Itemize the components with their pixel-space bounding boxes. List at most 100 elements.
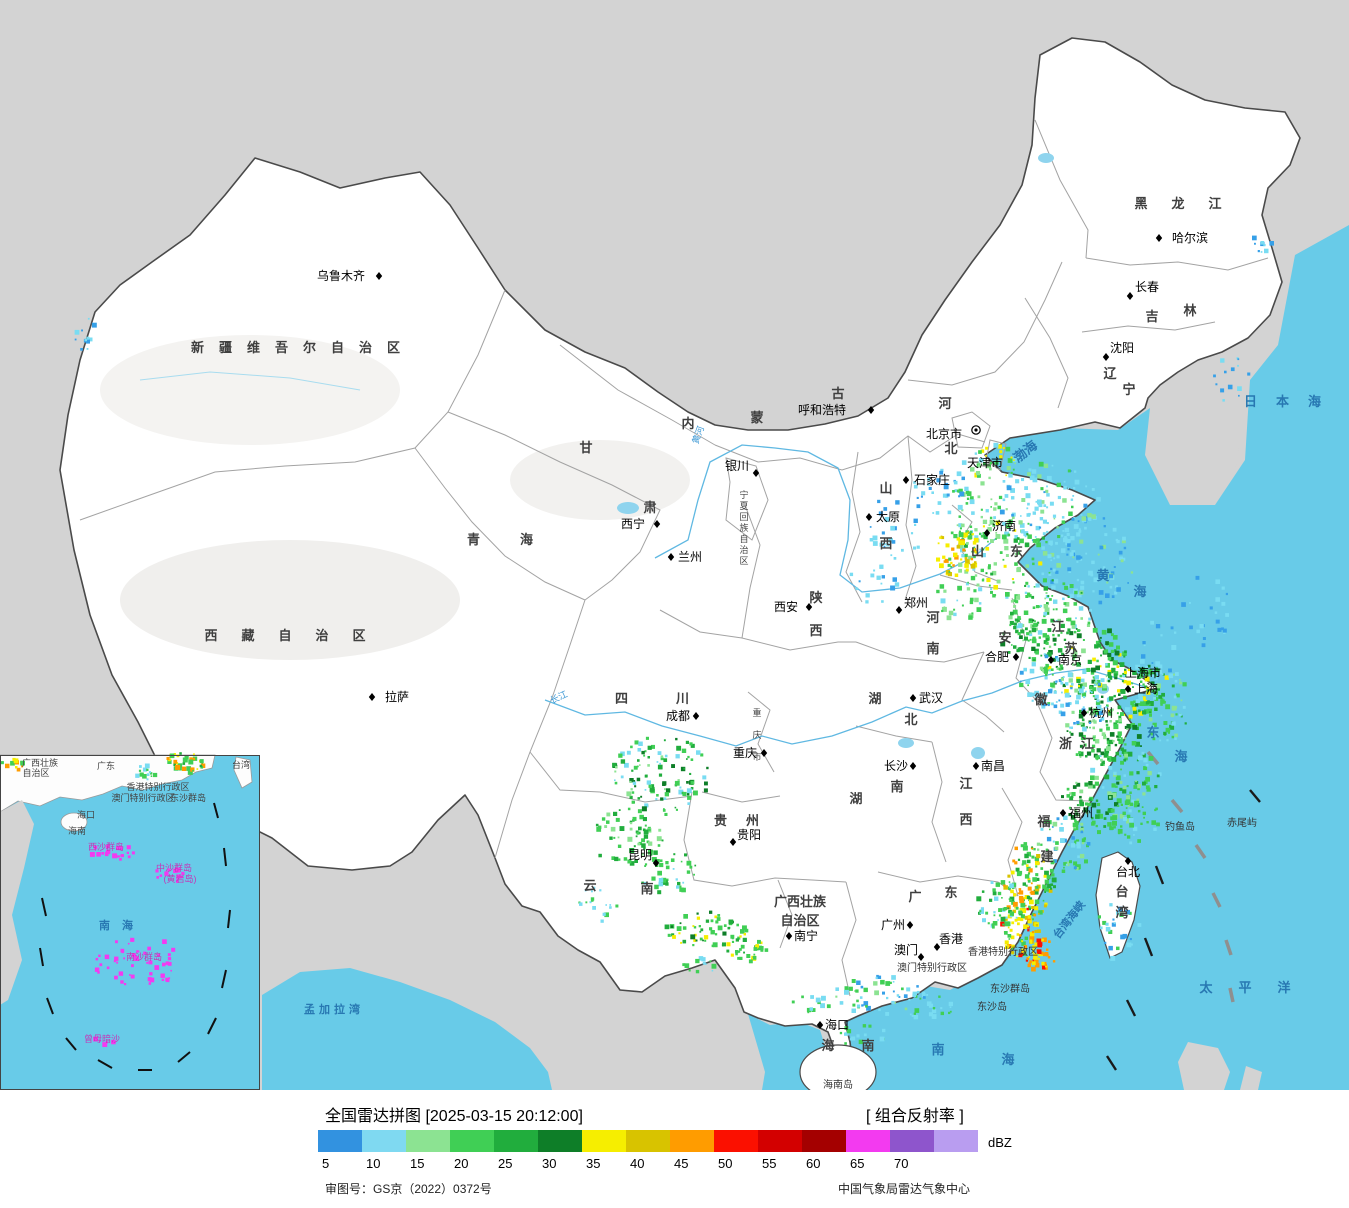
city-marker bbox=[906, 921, 914, 929]
map-label: 西沙群岛 bbox=[88, 841, 124, 852]
map-label: 南昌 bbox=[981, 758, 1005, 773]
inset-hainan bbox=[60, 812, 88, 832]
china-land-layer bbox=[59, 37, 1301, 1090]
map-label: 山东 bbox=[971, 544, 1049, 559]
colorbar bbox=[318, 1130, 978, 1152]
map-label: 广西壮族 bbox=[22, 757, 58, 768]
map-label: 东沙群岛 bbox=[990, 982, 1030, 995]
map-label: 孟加拉湾 bbox=[304, 1002, 364, 1016]
map-label: 成都 bbox=[666, 709, 690, 723]
neighbor-layer bbox=[1146, 390, 1262, 1090]
map-label: (黄岩岛) bbox=[164, 873, 197, 884]
map-label: 自治区 bbox=[780, 913, 819, 928]
map-label: 江西 bbox=[959, 776, 972, 827]
map-label: 海口 bbox=[77, 809, 95, 820]
map-label: 肃 bbox=[643, 500, 656, 515]
city-marker bbox=[1012, 653, 1020, 661]
map-label: 台北 bbox=[1116, 864, 1140, 879]
map-label: 山西 bbox=[879, 481, 892, 551]
colorbar-segment bbox=[846, 1130, 890, 1152]
map-label: 东沙群岛 bbox=[170, 792, 206, 803]
colorbar-tick: 45 bbox=[674, 1156, 689, 1171]
inset-indochina bbox=[0, 800, 34, 1005]
yellow-river bbox=[654, 444, 1001, 593]
city-marker bbox=[816, 1021, 824, 1029]
map-label: 拉萨 bbox=[385, 689, 409, 704]
poyang-lake bbox=[971, 747, 985, 759]
map-label: 天津市 bbox=[967, 455, 1003, 470]
map-label: 安 bbox=[998, 630, 1011, 645]
map-label: 徽 bbox=[1033, 692, 1048, 707]
colorbar-tick: 5 bbox=[322, 1156, 330, 1171]
map-label: 内 bbox=[681, 416, 694, 431]
map-label: 广 bbox=[908, 889, 921, 904]
city-marker bbox=[1059, 809, 1067, 817]
map-label: 苏 bbox=[1064, 641, 1077, 656]
map-label: 台 bbox=[1115, 884, 1128, 899]
city-marker bbox=[1124, 685, 1132, 693]
colorbar-tick: 25 bbox=[498, 1156, 513, 1171]
map-label: 北 bbox=[944, 441, 957, 456]
colorbar-segment bbox=[406, 1130, 450, 1152]
radar-echo-layer bbox=[74, 235, 1274, 1045]
map-label: 赤尾屿 bbox=[1227, 817, 1257, 829]
map-label: 黑龙江 bbox=[1134, 196, 1245, 211]
colorbar-tick: 10 bbox=[366, 1156, 381, 1171]
east-south-sea bbox=[748, 225, 1349, 1090]
map-label: 日本海 bbox=[1244, 394, 1340, 409]
colorbar-tick: 35 bbox=[586, 1156, 601, 1171]
map-label: 河 bbox=[938, 396, 951, 411]
map-label: 南海 bbox=[99, 918, 145, 932]
map-label: 澳门特别行政区 bbox=[111, 792, 174, 803]
colorbar-segment bbox=[758, 1130, 802, 1152]
colorbar-tick: 15 bbox=[410, 1156, 425, 1171]
map-label: 辽 bbox=[1103, 366, 1117, 381]
map-label: 吉 bbox=[1145, 309, 1158, 324]
province-borders bbox=[79, 119, 1269, 997]
city-marker bbox=[1080, 709, 1088, 717]
map-label: 江 bbox=[1051, 619, 1064, 634]
city-marker bbox=[867, 406, 875, 414]
colorbar-tick: 55 bbox=[762, 1156, 777, 1171]
map-label: 南 bbox=[861, 1038, 874, 1053]
map-label: 上海 bbox=[1134, 681, 1158, 696]
map-label: 呼和浩特 bbox=[798, 402, 846, 417]
map-label: 郑州 bbox=[904, 595, 928, 610]
colorbar-segment bbox=[362, 1130, 406, 1152]
city-marker bbox=[692, 712, 700, 720]
map-label: 武汉 bbox=[919, 691, 943, 705]
legend-title: 全国雷达拼图 [2025-03-15 20:12:00] bbox=[325, 1108, 583, 1125]
map-label: 湖 bbox=[849, 791, 862, 806]
map-label: 香港特别行政区 bbox=[968, 945, 1038, 958]
city-marker bbox=[1102, 353, 1110, 361]
city-marker bbox=[652, 859, 660, 867]
map-label: 宁 bbox=[1122, 382, 1135, 397]
colorbar-segment bbox=[714, 1130, 758, 1152]
philippines bbox=[1178, 1042, 1230, 1090]
dash-boundary-segments bbox=[1105, 789, 1261, 1071]
map-label: 太平洋 bbox=[1198, 980, 1316, 995]
map-label: 自治区 bbox=[22, 767, 49, 778]
tarim-relief bbox=[100, 335, 400, 445]
map-label: 建 bbox=[1040, 849, 1053, 864]
map-label: 云 bbox=[583, 878, 596, 893]
map-label: 南沙群岛 bbox=[126, 951, 162, 962]
map-label: 蒙 bbox=[750, 410, 763, 425]
city-marker bbox=[1047, 656, 1055, 664]
map-label: 海 bbox=[821, 1038, 834, 1053]
colorbar-tick: 50 bbox=[718, 1156, 733, 1171]
map-label: 浙江 bbox=[1059, 736, 1103, 751]
map-label: 海 bbox=[1001, 1052, 1014, 1067]
city-marker bbox=[785, 932, 793, 940]
colorbar-segment bbox=[670, 1130, 714, 1152]
map-label: 河南 bbox=[926, 610, 939, 656]
map-label: 钓鱼岛 bbox=[1165, 820, 1195, 833]
city-marker bbox=[933, 943, 941, 951]
map-label: 广州 bbox=[881, 918, 905, 932]
capital-marker bbox=[971, 425, 981, 435]
city-marker bbox=[752, 469, 760, 477]
map-label: 昆明 bbox=[628, 848, 652, 862]
map-label: 合肥 bbox=[985, 649, 1009, 664]
city-marker bbox=[895, 606, 903, 614]
